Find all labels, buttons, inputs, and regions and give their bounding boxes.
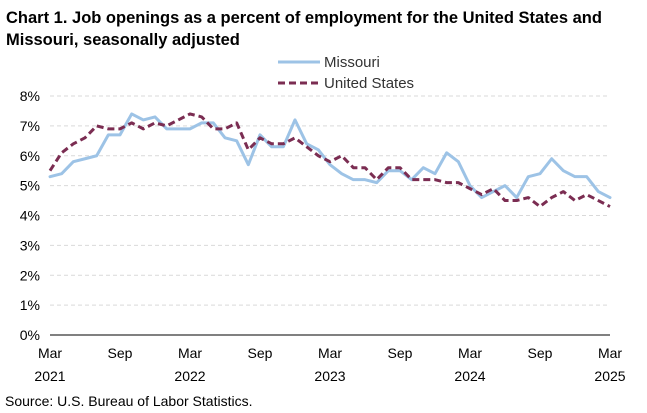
y-tick-label: 0% (20, 327, 40, 343)
series-line-missouri (48, 112, 612, 200)
legend-label-united-states: United States (324, 75, 414, 92)
y-tick-label: 2% (20, 267, 40, 283)
series-line-united-states (48, 112, 611, 209)
series-lines (48, 112, 612, 209)
y-tick-label: 3% (20, 237, 40, 253)
legend: Missouri United States (278, 54, 414, 92)
y-tick-label: 1% (20, 297, 40, 313)
x-tick-label-month: Sep (108, 345, 133, 361)
x-tick-label-month: Sep (248, 345, 273, 361)
x-tick-label-month: Mar (178, 345, 202, 361)
x-tick-label-month: Sep (528, 345, 553, 361)
x-tick-label-month: Mar (38, 345, 62, 361)
y-tick-label: 7% (20, 118, 40, 134)
x-tick-label-month: Mar (598, 345, 622, 361)
y-tick-label: 4% (20, 208, 40, 224)
source-note: Source: U.S. Bureau of Labor Statistics. (5, 393, 253, 409)
x-tick-label-month: Mar (318, 345, 342, 361)
legend-label-missouri: Missouri (324, 54, 380, 71)
x-tick-label-year: 2024 (454, 368, 485, 384)
chart-title: Chart 1. Job openings as a percent of em… (6, 9, 602, 49)
x-tick-label-year: 2023 (314, 368, 345, 384)
gridlines (50, 95, 610, 306)
y-tick-label: 6% (20, 148, 40, 164)
y-tick-label: 8% (20, 88, 40, 104)
x-tick-label-month: Sep (388, 345, 413, 361)
x-tick-label-year: 2022 (174, 368, 205, 384)
x-tick-label-year: 2021 (34, 368, 65, 384)
x-tick-label-month: Mar (458, 345, 482, 361)
y-tick-label: 5% (20, 178, 40, 194)
axes: 0% 1% 2% 3% 4% 5% 6% 7% 8% Mar 2021 Sep Mar 2022 Sep Ma… (20, 88, 626, 384)
x-tick-label-year: 2025 (594, 368, 625, 384)
